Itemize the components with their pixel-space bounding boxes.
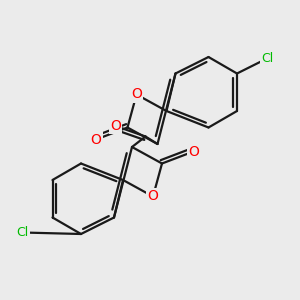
- Text: O: O: [148, 190, 158, 203]
- Text: O: O: [131, 88, 142, 101]
- Text: O: O: [110, 119, 121, 133]
- Text: Cl: Cl: [261, 52, 273, 65]
- Text: O: O: [91, 133, 101, 146]
- Text: Cl: Cl: [16, 226, 28, 239]
- Text: O: O: [188, 145, 199, 158]
